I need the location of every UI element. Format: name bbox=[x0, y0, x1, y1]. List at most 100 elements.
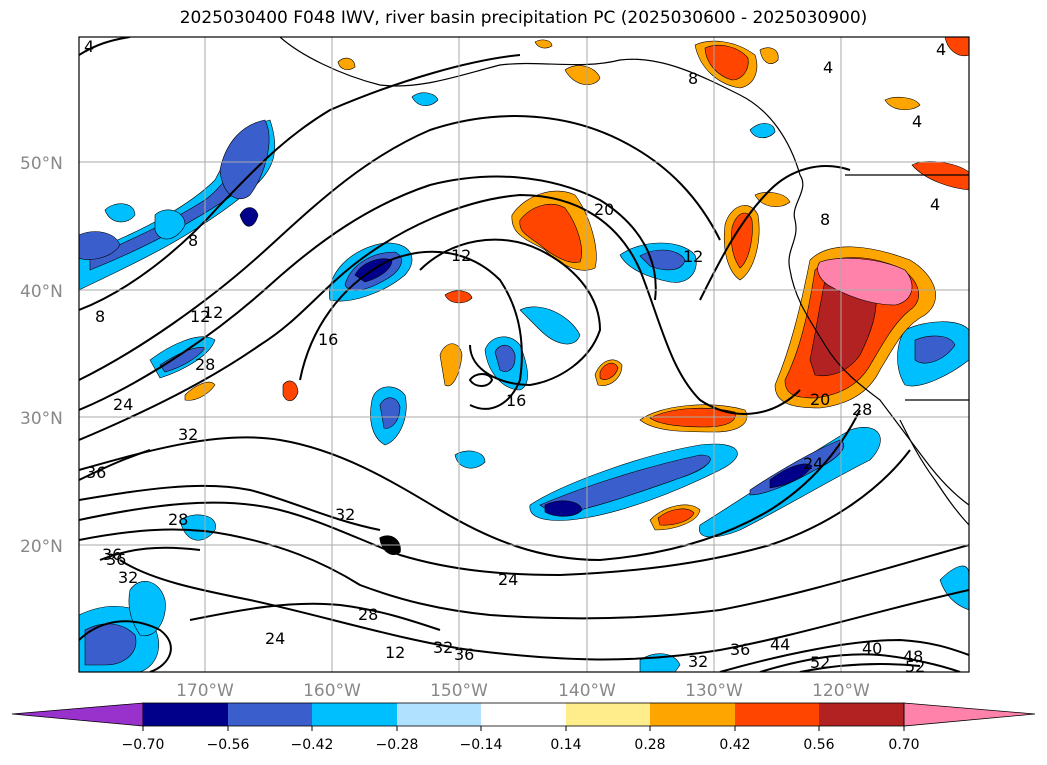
contour-36-south bbox=[119, 559, 969, 661]
blue-blob-small-c bbox=[519, 306, 581, 345]
contour-label: 4 bbox=[912, 112, 922, 131]
contour-label: 32 bbox=[335, 505, 355, 524]
warm-blob-center-core bbox=[519, 204, 582, 263]
latitude-labels: 50°N 40°N 30°N 20°N bbox=[20, 154, 63, 557]
contour-label: 4 bbox=[823, 58, 833, 77]
contour-40-se bbox=[719, 638, 969, 672]
colorbar-tick-labels: −0.70 −0.56 −0.42 −0.28 −0.14 0.14 0.28 … bbox=[122, 737, 920, 753]
contour-label: 16 bbox=[318, 330, 338, 349]
contour-48-se bbox=[799, 663, 921, 672]
warm-blob-ne-1 bbox=[759, 47, 779, 64]
contour-label: 52 bbox=[905, 657, 925, 676]
contour-label: 12 bbox=[203, 303, 223, 322]
contour-label: 36 bbox=[86, 463, 106, 482]
colorbar-extend-low bbox=[11, 702, 144, 727]
colorbar-extend-high bbox=[903, 702, 1036, 727]
contour-label: 40 bbox=[862, 639, 882, 658]
contour-label: 32 bbox=[433, 638, 453, 657]
contour-label: 8 bbox=[688, 69, 698, 88]
lon-label-120w: 120°W bbox=[812, 681, 870, 701]
contour-8-west bbox=[79, 54, 521, 311]
contour-label: 32 bbox=[178, 425, 198, 444]
contour-label: 36 bbox=[454, 645, 474, 664]
lat-label-40n: 40°N bbox=[20, 282, 63, 302]
contour-label: 24 bbox=[803, 454, 823, 473]
colorbar-segment bbox=[481, 703, 566, 726]
contour-label: 36 bbox=[102, 545, 122, 564]
contour-label: 12 bbox=[385, 643, 405, 662]
contour-label: 28 bbox=[852, 400, 872, 419]
colorbar: −0.70 −0.56 −0.42 −0.28 −0.14 0.14 0.28 … bbox=[11, 702, 1036, 753]
warm-blob-mid-right-core bbox=[599, 362, 619, 380]
blue-blob-south-band-core bbox=[539, 454, 711, 516]
warm-blob-small-540 bbox=[534, 39, 553, 49]
contour-small-loop bbox=[468, 373, 494, 387]
colorbar-tick-label: 0.56 bbox=[803, 737, 834, 753]
warm-blob-ne-3 bbox=[884, 96, 921, 110]
blue-blob-southeast-deep bbox=[769, 463, 813, 489]
blue-blob-coast-east-core bbox=[914, 335, 956, 364]
coastline-baja bbox=[899, 419, 969, 526]
longitude-labels: 170°W 160°W 150°W 140°W 130°W 120°W bbox=[176, 681, 870, 701]
blue-blob-ne bbox=[411, 92, 439, 106]
contour-20-east bbox=[699, 165, 851, 301]
contour-label: 52 bbox=[810, 653, 830, 672]
contour-label: 32 bbox=[118, 568, 138, 587]
contour-label: 28 bbox=[195, 355, 215, 374]
contour-label: 16 bbox=[506, 391, 526, 410]
colorbar-segment bbox=[228, 703, 312, 726]
blue-blob-mid-core bbox=[379, 397, 401, 429]
contour-label: 8 bbox=[95, 307, 105, 326]
contour-12-west bbox=[79, 115, 721, 381]
contour-32-left bbox=[99, 546, 201, 561]
contour-label: 12 bbox=[451, 246, 471, 265]
colorbar-tick-label: 0.14 bbox=[550, 737, 581, 753]
contour-label: 28 bbox=[358, 605, 378, 624]
lon-label-160w: 160°W bbox=[303, 681, 361, 701]
warm-blob-tiny-c bbox=[282, 380, 299, 401]
contour-32-main bbox=[79, 528, 969, 620]
colorbar-segment bbox=[819, 703, 904, 726]
warm-blob-gulf-1 bbox=[564, 65, 601, 85]
lon-label-150w: 150°W bbox=[430, 681, 488, 701]
blue-blob-aleutian-core bbox=[239, 207, 259, 227]
colorbar-segment bbox=[735, 703, 819, 726]
colorbar-tick-label: −0.70 bbox=[122, 737, 165, 753]
coastline-bc bbox=[788, 174, 804, 271]
contour-16-west bbox=[79, 175, 657, 411]
lat-label-30n: 30°N bbox=[20, 409, 63, 429]
contour-label: 24 bbox=[498, 570, 518, 589]
contour-labels: 4 4 4 4 4 8 8 8 8 12 12 12 16 16 20 20 2… bbox=[84, 37, 946, 676]
blue-blob-bottom-right bbox=[939, 565, 969, 611]
blue-blob-west-upper bbox=[104, 203, 136, 223]
colorbar-tick-label: −0.14 bbox=[460, 737, 503, 753]
contour-28-south bbox=[189, 602, 441, 631]
blue-blob-gulf bbox=[749, 123, 776, 139]
blue-blob-right-mid-core bbox=[639, 249, 686, 271]
blue-blob-west-left bbox=[79, 231, 121, 260]
contour-label: 8 bbox=[188, 231, 198, 250]
map-title: 2025030400 F048 IWV, river basin precipi… bbox=[179, 8, 868, 28]
blue-blob-aleutian bbox=[219, 119, 270, 200]
colorbar-tick-label: −0.56 bbox=[207, 737, 250, 753]
contour-label: 4 bbox=[84, 37, 94, 56]
blue-blob-west-upper2 bbox=[154, 209, 186, 240]
contour-label: 4 bbox=[936, 40, 946, 59]
blue-blob-south-center bbox=[179, 514, 216, 541]
contour-4-nw bbox=[79, 37, 131, 56]
warm-blob-small-340 bbox=[337, 57, 356, 71]
contour-label: 32 bbox=[688, 652, 708, 671]
warm-blob-tiny-b bbox=[439, 343, 463, 387]
colorbar-tick-label: 0.28 bbox=[634, 737, 665, 753]
contour-label: 12 bbox=[683, 247, 703, 266]
contour-label: 20 bbox=[810, 390, 830, 409]
contour-label: 20 bbox=[594, 200, 614, 219]
contour-label: 12 bbox=[190, 307, 210, 326]
colorbar-ticks bbox=[142, 726, 905, 731]
contour-label: 24 bbox=[265, 629, 285, 648]
lat-label-50n: 50°N bbox=[20, 154, 63, 174]
blue-blob-sw-corner-core bbox=[84, 623, 137, 666]
colorbar-tick-label: 0.42 bbox=[719, 737, 750, 753]
contour-label: 48 bbox=[903, 647, 923, 666]
colorbar-segment bbox=[566, 703, 650, 726]
